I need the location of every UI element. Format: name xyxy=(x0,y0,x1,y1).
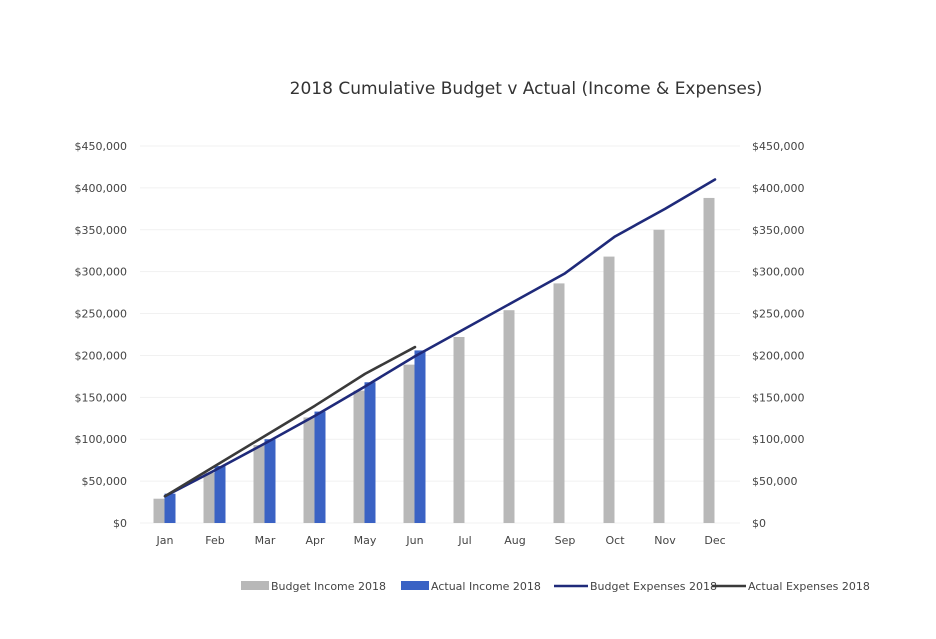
y-tick-label: $150,000 xyxy=(75,391,128,404)
y2-tick-label: $450,000 xyxy=(752,140,805,153)
x-tick-label: Jun xyxy=(405,534,423,547)
bar xyxy=(653,229,665,523)
bar xyxy=(703,197,715,524)
bar xyxy=(353,390,365,523)
y-tick-label: $300,000 xyxy=(75,266,128,279)
y-tick-label: $350,000 xyxy=(75,224,128,237)
y-tick-label: $0 xyxy=(113,517,127,530)
bar xyxy=(403,364,415,523)
bar xyxy=(553,283,565,523)
bar xyxy=(414,350,426,523)
x-tick-label: Sep xyxy=(555,534,576,547)
bar xyxy=(264,439,276,523)
x-tick-label: Mar xyxy=(255,534,276,547)
x-tick-label: Dec xyxy=(704,534,725,547)
y2-tick-label: $0 xyxy=(752,517,766,530)
chart-title: 2018 Cumulative Budget v Actual (Income … xyxy=(290,79,763,99)
x-tick-label: Apr xyxy=(305,534,325,547)
y2-tick-label: $50,000 xyxy=(752,475,798,488)
axis-labels: $0 $50,000 $100,000 $150,000 $200,000 $250,00… xyxy=(75,140,805,547)
y-tick-label: $200,000 xyxy=(75,349,128,362)
x-tick-label: Jan xyxy=(156,534,174,547)
y2-tick-label: $250,000 xyxy=(752,308,805,321)
legend: Budget Income 2018 Actual Income 2018 Budg… xyxy=(241,580,870,593)
bar xyxy=(164,493,176,523)
legend-label: Budget Income 2018 xyxy=(271,580,386,593)
bar xyxy=(153,498,165,523)
legend-label: Actual Income 2018 xyxy=(431,580,541,593)
legend-swatch xyxy=(401,581,429,590)
gridlines xyxy=(140,145,740,524)
y2-tick-label: $200,000 xyxy=(752,349,805,362)
lines xyxy=(163,178,717,498)
bars xyxy=(153,197,715,524)
legend-label: Actual Expenses 2018 xyxy=(748,580,870,593)
series-line xyxy=(163,345,417,498)
series-line xyxy=(163,178,717,498)
x-tick-label: Aug xyxy=(504,534,525,547)
x-tick-label: Feb xyxy=(205,534,224,547)
bar xyxy=(214,466,226,523)
bar xyxy=(364,382,376,523)
y-tick-label: $450,000 xyxy=(75,140,128,153)
legend-swatch xyxy=(241,581,269,590)
bar xyxy=(303,417,315,523)
y-tick-label: $100,000 xyxy=(75,433,128,446)
x-tick-label: Nov xyxy=(654,534,676,547)
x-tick-label: Oct xyxy=(605,534,625,547)
bar xyxy=(203,472,215,523)
y2-tick-label: $100,000 xyxy=(752,433,805,446)
bar xyxy=(453,337,465,523)
bar xyxy=(503,310,515,523)
y-tick-label: $250,000 xyxy=(75,308,128,321)
y2-tick-label: $350,000 xyxy=(752,224,805,237)
x-tick-label: Jul xyxy=(457,534,471,547)
bar xyxy=(314,411,326,523)
y2-tick-label: $150,000 xyxy=(752,391,805,404)
bar xyxy=(603,256,615,523)
y2-tick-label: $300,000 xyxy=(752,266,805,279)
bar xyxy=(253,445,265,523)
legend-label: Budget Expenses 2018 xyxy=(590,580,717,593)
x-tick-label: May xyxy=(354,534,377,547)
y-tick-label: $400,000 xyxy=(75,182,128,195)
y-tick-label: $50,000 xyxy=(82,475,128,488)
y2-tick-label: $400,000 xyxy=(752,182,805,195)
